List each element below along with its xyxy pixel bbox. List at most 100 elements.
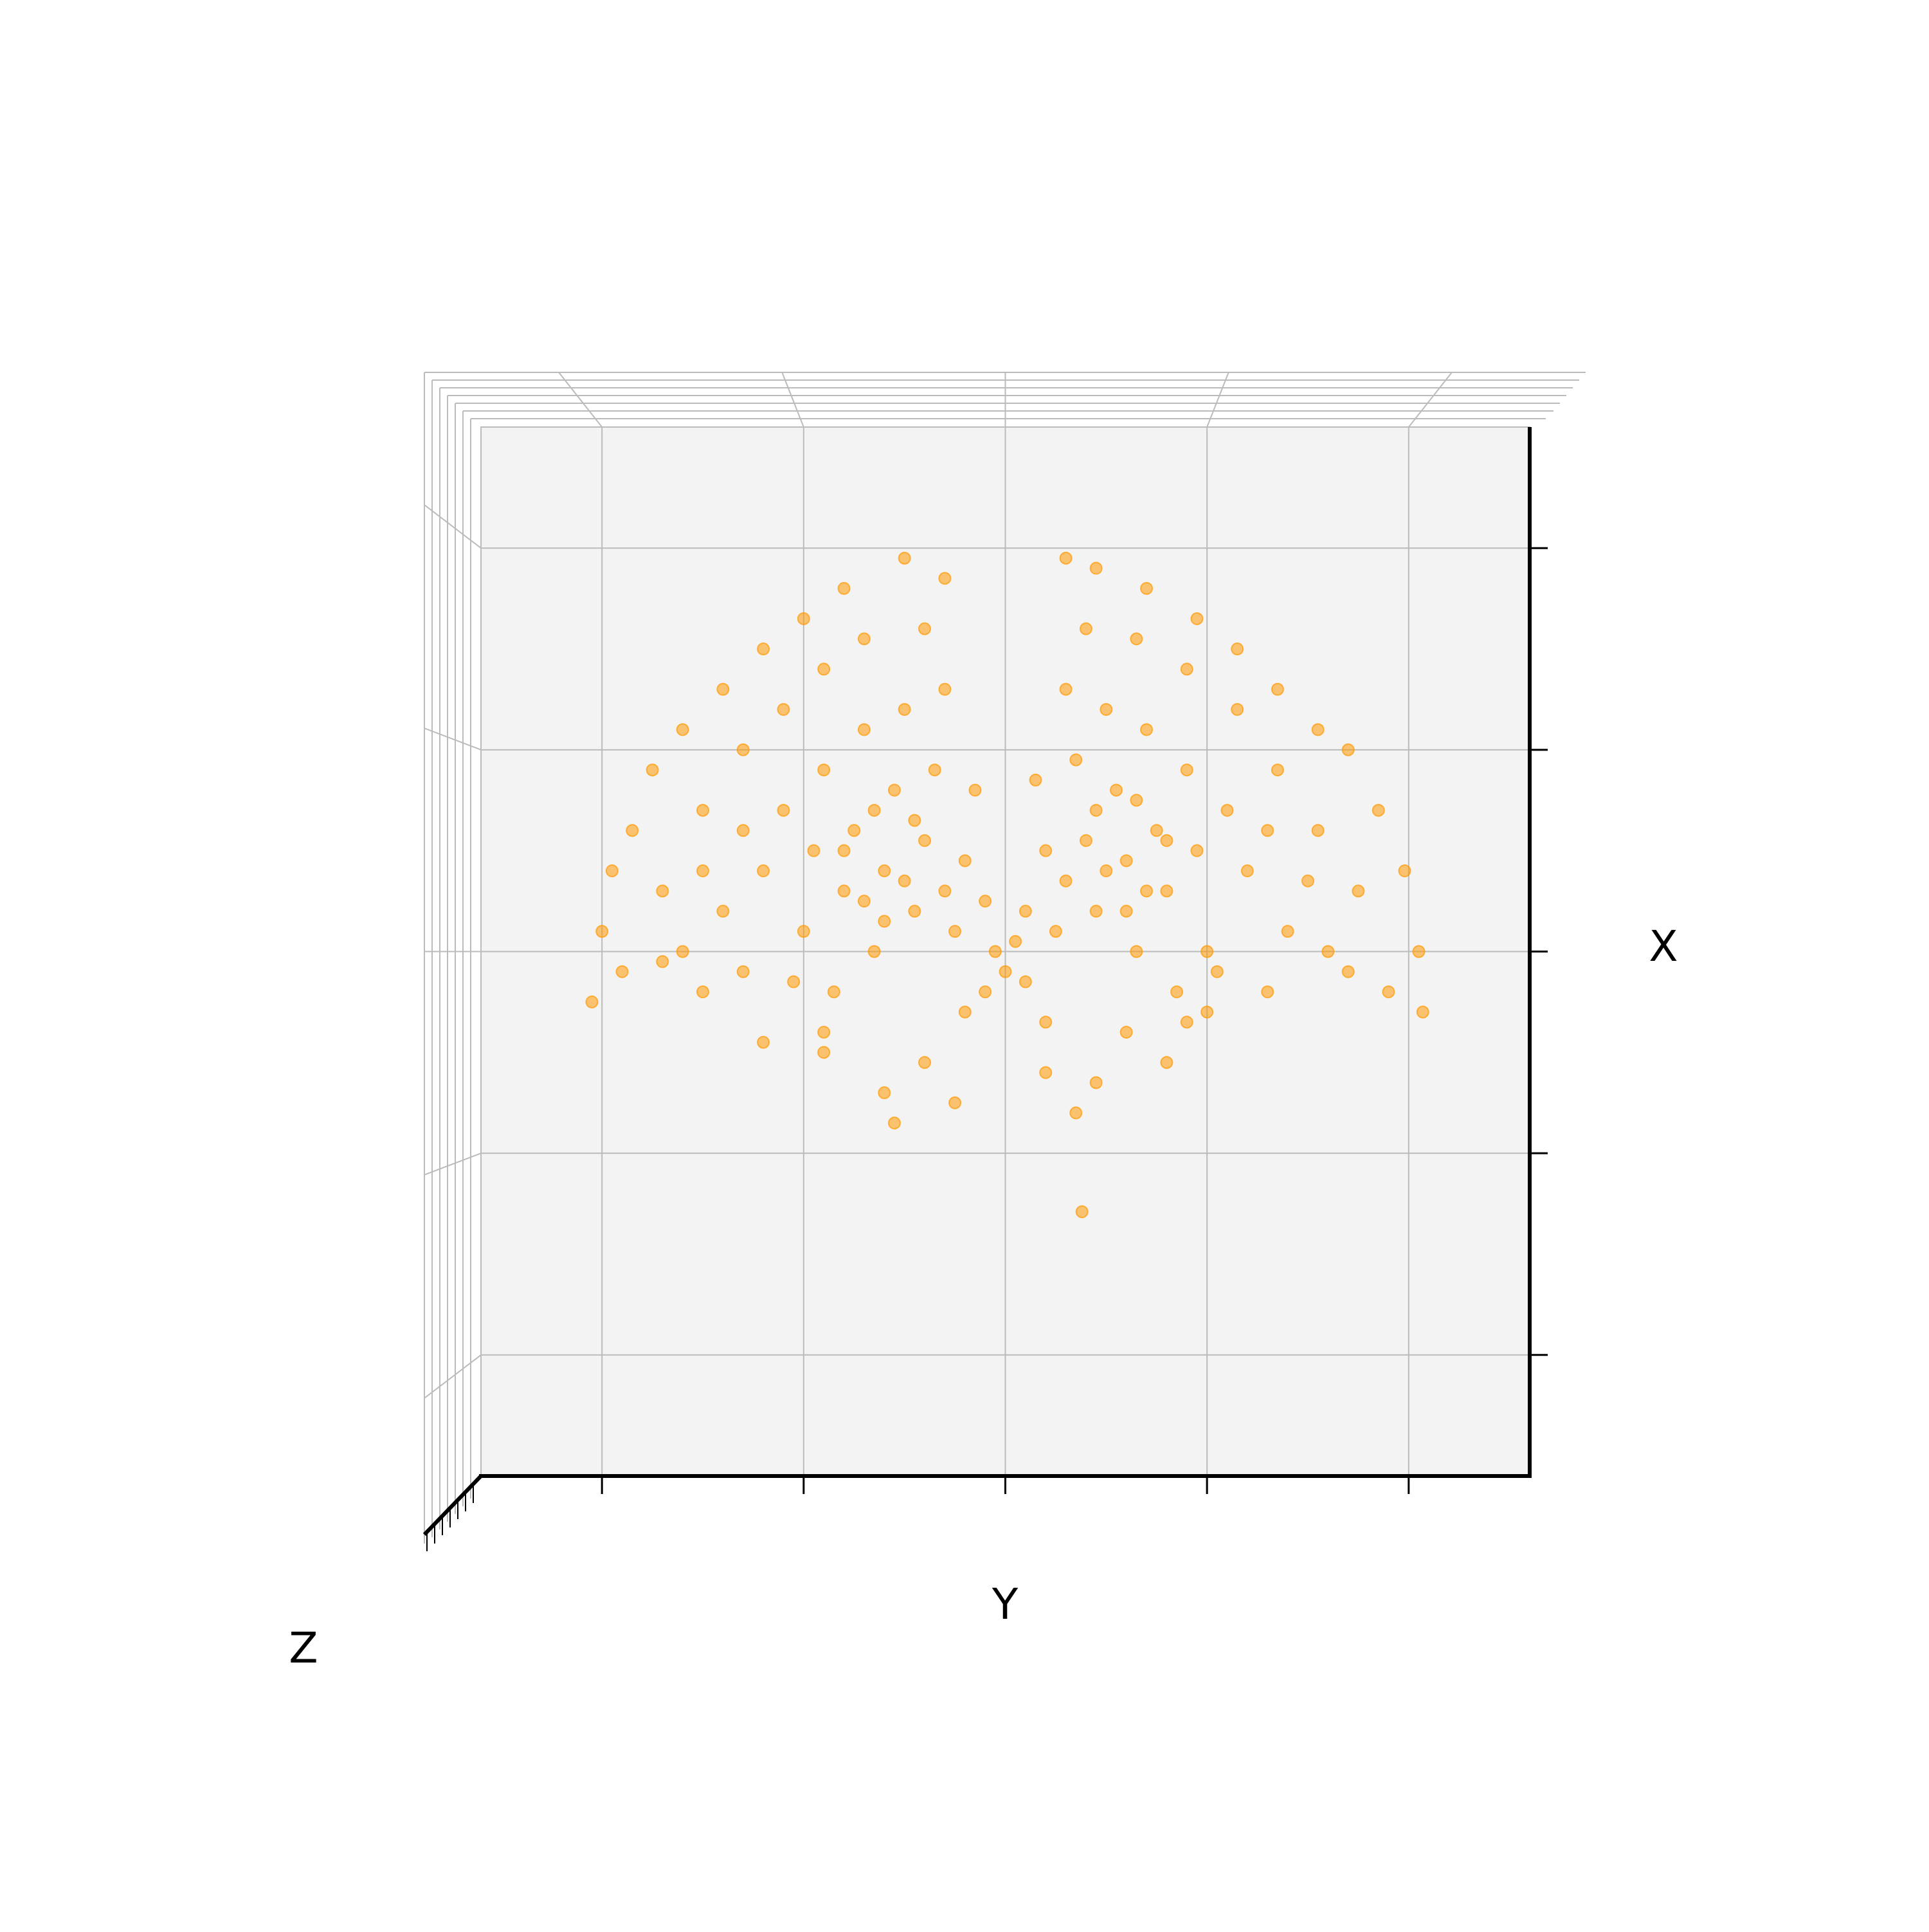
pane-edge bbox=[439, 387, 1573, 1529]
point bbox=[1019, 904, 1032, 918]
points bbox=[585, 551, 1429, 1219]
point bbox=[1261, 824, 1274, 837]
point bbox=[1341, 965, 1355, 978]
point bbox=[1311, 723, 1325, 736]
point bbox=[1372, 803, 1385, 817]
point bbox=[1059, 682, 1073, 696]
point bbox=[777, 703, 790, 716]
point bbox=[1089, 803, 1103, 817]
point bbox=[827, 985, 840, 999]
point bbox=[1180, 662, 1193, 676]
point bbox=[1170, 985, 1184, 999]
point bbox=[968, 783, 982, 797]
point bbox=[918, 834, 932, 847]
point bbox=[1220, 803, 1234, 817]
point bbox=[908, 814, 921, 827]
point bbox=[867, 803, 881, 817]
point bbox=[817, 662, 831, 676]
point bbox=[867, 945, 881, 958]
point bbox=[736, 965, 750, 978]
point bbox=[1352, 884, 1365, 898]
point bbox=[918, 1056, 932, 1070]
point bbox=[1089, 561, 1103, 575]
point bbox=[1079, 622, 1092, 635]
point bbox=[1240, 864, 1254, 878]
point bbox=[1160, 834, 1173, 847]
point bbox=[1059, 551, 1073, 565]
point bbox=[817, 1025, 831, 1039]
z-ticks bbox=[426, 1484, 474, 1551]
point bbox=[1190, 612, 1204, 625]
pane-grid-line bbox=[558, 372, 602, 428]
point bbox=[1059, 874, 1073, 888]
point bbox=[938, 884, 952, 898]
pane-edge bbox=[455, 403, 1560, 1514]
point bbox=[938, 682, 952, 696]
point bbox=[605, 864, 619, 878]
point bbox=[928, 763, 941, 777]
point bbox=[1321, 945, 1335, 958]
grid bbox=[424, 372, 1530, 1476]
point bbox=[1069, 1106, 1083, 1120]
point bbox=[736, 824, 750, 837]
point bbox=[1180, 1016, 1193, 1029]
point bbox=[837, 884, 851, 898]
point bbox=[837, 844, 851, 857]
point bbox=[1140, 723, 1154, 736]
point bbox=[1416, 1005, 1429, 1019]
point bbox=[696, 864, 710, 878]
point bbox=[1301, 874, 1314, 888]
point bbox=[1210, 965, 1224, 978]
point bbox=[1200, 1005, 1214, 1019]
point bbox=[1119, 904, 1133, 918]
point bbox=[1200, 945, 1214, 958]
point bbox=[736, 743, 750, 756]
point bbox=[1049, 925, 1062, 938]
point bbox=[1281, 925, 1294, 938]
point bbox=[918, 622, 932, 635]
point bbox=[898, 703, 911, 716]
point bbox=[797, 925, 810, 938]
pane-grid-line bbox=[424, 727, 482, 751]
pane-edge bbox=[470, 418, 1546, 1499]
point bbox=[817, 1046, 831, 1059]
point bbox=[1075, 1205, 1089, 1219]
point bbox=[1119, 854, 1133, 868]
point bbox=[878, 864, 891, 878]
point bbox=[1180, 763, 1193, 777]
point bbox=[716, 682, 730, 696]
pane-grid-line bbox=[1206, 372, 1229, 428]
point bbox=[1019, 975, 1032, 989]
point bbox=[1130, 794, 1143, 807]
point bbox=[857, 723, 871, 736]
point bbox=[1398, 864, 1411, 878]
point bbox=[585, 995, 599, 1008]
pane-edge bbox=[447, 395, 1566, 1522]
point bbox=[1412, 945, 1426, 958]
point bbox=[1190, 844, 1204, 857]
pane-frame bbox=[424, 372, 1586, 1544]
point bbox=[807, 844, 820, 857]
point bbox=[1140, 581, 1154, 595]
point bbox=[999, 965, 1012, 978]
point bbox=[1089, 1076, 1103, 1089]
point bbox=[797, 612, 810, 625]
point bbox=[938, 572, 952, 585]
point bbox=[1382, 985, 1395, 999]
point bbox=[1130, 945, 1143, 958]
point bbox=[1039, 1016, 1053, 1029]
point bbox=[958, 1005, 972, 1019]
point bbox=[1089, 904, 1103, 918]
point bbox=[646, 763, 659, 777]
point bbox=[595, 925, 609, 938]
point bbox=[958, 854, 972, 868]
point bbox=[948, 925, 962, 938]
point bbox=[676, 723, 689, 736]
point bbox=[948, 1096, 962, 1109]
point bbox=[777, 803, 790, 817]
point bbox=[878, 1086, 891, 1100]
point bbox=[1119, 1025, 1133, 1039]
point bbox=[1311, 824, 1325, 837]
point bbox=[847, 824, 861, 837]
point bbox=[676, 945, 689, 958]
